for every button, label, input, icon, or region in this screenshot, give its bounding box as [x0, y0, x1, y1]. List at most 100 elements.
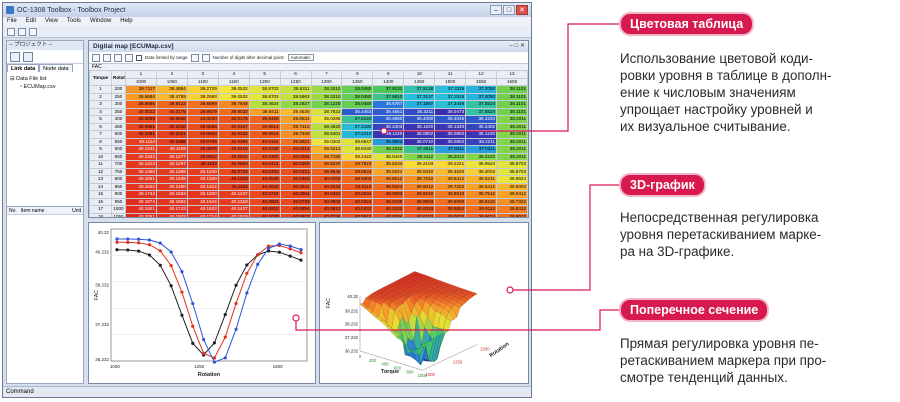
table-cell[interactable]: 39.8634	[341, 167, 374, 176]
table-cell[interactable]: 38.2222	[465, 152, 498, 161]
table-cell[interactable]: 38.5963	[279, 92, 312, 101]
table-cell[interactable]: 39.0532	[217, 92, 250, 101]
table-cell[interactable]: 40.0324	[341, 197, 374, 206]
table-cell[interactable]: 38.8703	[248, 85, 281, 94]
table-cell[interactable]: 38.2011	[496, 145, 528, 154]
table-cell[interactable]: 39.4520	[434, 167, 467, 176]
table-cell[interactable]: 38.2012	[434, 152, 467, 161]
table-cell[interactable]: 36.9803	[372, 137, 405, 146]
table-cell[interactable]: 40.0724	[248, 190, 281, 199]
table-cell[interactable]: 37.3449	[434, 100, 467, 109]
table-cell[interactable]: 40.0733	[279, 197, 312, 206]
table-cell[interactable]: 37.5524	[465, 100, 498, 109]
table-cell[interactable]: 40.1241	[125, 145, 157, 154]
table-cell[interactable]: 38.2827	[279, 100, 312, 109]
table-cell[interactable]: 36.4551	[372, 107, 405, 116]
table-cell[interactable]: 40.0912	[186, 152, 219, 161]
table-cell[interactable]: 40.0033	[403, 205, 436, 214]
table-cell[interactable]: 37.2050	[465, 92, 498, 101]
table-cell[interactable]: 40.0502	[310, 197, 343, 206]
table-cell[interactable]: 37.2410	[341, 130, 374, 139]
table-cell[interactable]: 38.8703	[248, 92, 281, 101]
table-cell[interactable]: 39.2221	[434, 160, 467, 169]
table-cell[interactable]: 37.9131	[372, 85, 405, 94]
minimize-button[interactable]: –	[490, 5, 502, 15]
table-cell[interactable]: 40.0418	[217, 145, 250, 154]
table-cell[interactable]: 40.0483	[279, 175, 312, 184]
table-cell[interactable]: 40.0654	[279, 190, 312, 199]
table-cell[interactable]: 40.0854	[279, 205, 312, 214]
table-cell[interactable]: 39.9303	[341, 175, 374, 184]
table-cell[interactable]: 40.1743	[155, 205, 188, 214]
menu-edit[interactable]: Edit	[25, 18, 37, 24]
table-cell[interactable]: 38.9524	[496, 175, 528, 184]
table-cell[interactable]: 40.1412	[186, 182, 219, 191]
table-cell[interactable]: 40.1010	[155, 122, 188, 131]
table-cell[interactable]: 36.0802	[403, 130, 436, 139]
table-cell[interactable]: 36.1340	[434, 122, 467, 131]
table-cell[interactable]: 36.2403	[372, 122, 405, 131]
open-icon[interactable]	[18, 27, 26, 36]
table-cell[interactable]: 39.0285	[310, 115, 343, 124]
table-cell[interactable]: 37.3119	[434, 92, 467, 101]
table-cell[interactable]: 38.2112	[403, 152, 436, 161]
table-cell[interactable]: 36.4234	[465, 115, 498, 124]
table-cell[interactable]: 38.8703	[496, 160, 528, 169]
table-cell[interactable]: 40.0512	[341, 212, 374, 217]
table-cell[interactable]: 40.0432	[341, 205, 374, 214]
table-cell[interactable]: 39.0302	[310, 137, 343, 146]
table-cell[interactable]: 39.9585	[125, 100, 157, 109]
table-cell[interactable]: 40.0040	[186, 115, 219, 124]
table-cell[interactable]: 40.0239	[248, 145, 281, 154]
menu-view[interactable]: View	[45, 18, 58, 24]
table-cell[interactable]: 39.5340	[403, 167, 436, 176]
table-cell[interactable]: 39.9916	[248, 130, 281, 139]
table-cell[interactable]: 36.0802	[434, 137, 467, 146]
table-cell[interactable]: 39.8899	[186, 100, 219, 109]
table-cell[interactable]: 40.0334	[217, 130, 250, 139]
table-cell[interactable]: 40.1388	[155, 167, 188, 176]
table-cell[interactable]: 38.2011	[496, 122, 528, 131]
table-cell[interactable]: 38.4620	[310, 122, 343, 131]
table-cell[interactable]: 40.0803	[248, 197, 281, 206]
table-cell[interactable]: 37.1897	[403, 100, 436, 109]
table-cell[interactable]: 40.0022	[125, 107, 157, 116]
table-cell[interactable]: 40.0267	[217, 122, 250, 131]
table-cell[interactable]: 39.8012	[372, 175, 405, 184]
maximize-button[interactable]: □	[503, 5, 515, 15]
table-cell[interactable]: 40.0003	[372, 190, 405, 199]
table-cell[interactable]: 40.1921	[125, 205, 157, 214]
table-cell[interactable]: 39.8312	[496, 205, 528, 214]
table-cell[interactable]: 39.8210	[465, 197, 498, 206]
table-cell[interactable]: 36.4453	[341, 107, 374, 116]
table-cell[interactable]: 38.0480	[341, 100, 374, 109]
table-cell[interactable]: 36.4045	[434, 115, 467, 124]
table-cell[interactable]: 39.8220	[310, 160, 343, 169]
table-cell[interactable]: 39.0532	[217, 85, 250, 94]
tab-node-data[interactable]: Node data	[39, 64, 73, 72]
table-cell[interactable]: 39.8012	[403, 182, 436, 191]
table-cell[interactable]: 39.4530	[279, 107, 312, 116]
table-cell[interactable]: 40.0922	[279, 212, 312, 217]
table-cell[interactable]: 39.6684	[125, 92, 157, 101]
table-cell[interactable]: 40.0102	[310, 175, 343, 184]
table-cell[interactable]: 39.9324	[372, 182, 405, 191]
table-cell[interactable]: 39.7180	[310, 152, 343, 161]
table-cell[interactable]: 40.0563	[217, 160, 250, 169]
table-cell[interactable]: 39.9813	[248, 122, 281, 131]
table-cell[interactable]: 40.0878	[186, 145, 219, 154]
table-cell[interactable]: 39.6411	[248, 107, 281, 116]
table-cell[interactable]: 36.2211	[465, 137, 498, 146]
table-cell[interactable]: 38.8647	[341, 137, 374, 146]
table-cell[interactable]: 39.9648	[310, 167, 343, 176]
table-cell[interactable]: 39.5313	[310, 145, 343, 154]
table-cell[interactable]: 37.3137	[403, 92, 436, 101]
table-cell[interactable]: 40.1277	[155, 152, 188, 161]
table-cell[interactable]: 38.0480	[341, 92, 374, 101]
table-cell[interactable]: 39.4789	[155, 92, 188, 101]
table-cell[interactable]: 39.6412	[496, 190, 528, 199]
table-cell[interactable]: 38.0480	[341, 85, 374, 94]
menu-tools[interactable]: Tools	[66, 18, 81, 24]
table-cell[interactable]: 40.1490	[155, 182, 188, 191]
table-cell[interactable]: 39.7322	[496, 197, 528, 206]
